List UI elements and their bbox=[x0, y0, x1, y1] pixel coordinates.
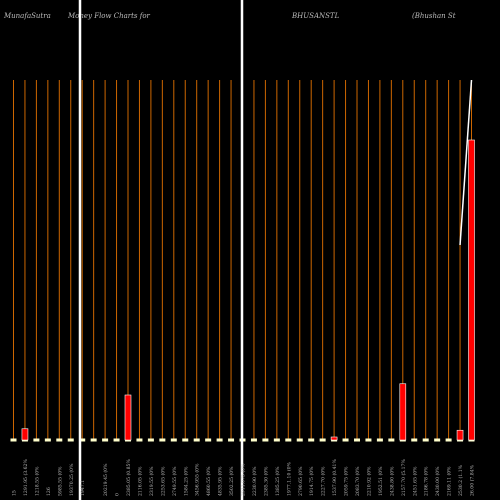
tick-label: 2749.55 (0% bbox=[171, 466, 178, 496]
baseline-marker bbox=[228, 438, 235, 442]
tick-label: 5985.55 (0% bbox=[56, 466, 63, 496]
symbol-label: BHUSANSTL bbox=[292, 12, 340, 20]
baseline-marker bbox=[79, 438, 86, 442]
baseline-marker bbox=[33, 438, 40, 442]
baseline-marker bbox=[445, 438, 452, 442]
baseline-marker bbox=[285, 438, 292, 442]
baseline-marker bbox=[147, 438, 154, 442]
tick-label: 19370.25 (0% bbox=[68, 463, 75, 496]
tick-label: 1385.25 (0% bbox=[274, 466, 281, 496]
chart-title: Money Flow Charts for bbox=[68, 12, 150, 20]
baseline-marker bbox=[113, 438, 120, 442]
tick-label: 2438.80 (0% bbox=[388, 466, 395, 496]
bar bbox=[399, 383, 407, 441]
tick-label: 2451.65 (0% bbox=[411, 466, 418, 496]
tick-label: 15 bbox=[12, 490, 18, 496]
tick-label: 2169.11 (0% bbox=[446, 466, 453, 496]
baseline-marker bbox=[262, 438, 269, 442]
tick-label: 1218.55 (0% bbox=[33, 466, 40, 496]
tick-label: 2083.70 (0% bbox=[354, 466, 361, 496]
baseline-marker bbox=[216, 438, 223, 442]
brand-label: MunafaSutra bbox=[4, 12, 51, 20]
tick-label: 2911.075 (0% bbox=[240, 463, 247, 496]
bar bbox=[468, 139, 475, 441]
baseline-marker bbox=[273, 438, 280, 442]
tick-label: 1947.1 bbox=[80, 480, 86, 496]
tick-label: 2530.2 (1.1% bbox=[457, 464, 464, 496]
tick-label: 1584.25 (0% bbox=[182, 466, 189, 496]
baseline-marker bbox=[296, 438, 303, 442]
tick-label: 4860.55 (0% bbox=[205, 466, 212, 496]
tick-label: 2790.65 (0% bbox=[297, 466, 304, 496]
company-label: (Bhushan St bbox=[412, 12, 456, 20]
baseline-marker bbox=[193, 438, 200, 442]
tick-label: 2319.55 (0% bbox=[148, 466, 155, 496]
tick-label: 2253.65 (0% bbox=[159, 466, 166, 496]
tick-label: 2227.70 (0% bbox=[320, 466, 327, 496]
bar bbox=[456, 429, 464, 441]
bar bbox=[330, 436, 338, 441]
chart-title-row: MunafaSutra Money Flow Charts for BHUSAN… bbox=[0, 12, 500, 26]
baseline-marker bbox=[136, 438, 143, 442]
tick-label: 2059.75 (0% bbox=[343, 466, 350, 496]
tick-label: 2230.90 (0% bbox=[251, 466, 258, 496]
tick-label: 2430.00 (0% bbox=[434, 466, 441, 496]
baseline-marker bbox=[342, 438, 349, 442]
baseline-marker bbox=[434, 438, 441, 442]
baseline-marker bbox=[388, 438, 395, 442]
baseline-marker bbox=[422, 438, 429, 442]
tick-label: 1291.95 (3.62% bbox=[22, 459, 29, 496]
tick-label: 2186.78 (0% bbox=[423, 466, 430, 496]
baseline-marker bbox=[319, 438, 326, 442]
tick-label: 2385.05 (0.85% bbox=[125, 459, 132, 496]
baseline-marker bbox=[67, 438, 74, 442]
tick-label: 3456.955 (0% bbox=[194, 463, 201, 496]
tick-label: 2157.70 (5.17% bbox=[400, 459, 407, 496]
tick-label: 2385.30 (0% bbox=[262, 466, 269, 496]
baseline-marker bbox=[205, 438, 212, 442]
tick-label: 1952.51 (0% bbox=[377, 466, 384, 496]
tick-label: 1537.90 (0.41% bbox=[331, 459, 338, 496]
baseline-marker bbox=[376, 438, 383, 442]
baseline-marker bbox=[170, 438, 177, 442]
baseline-marker bbox=[10, 438, 17, 442]
baseline-marker bbox=[159, 438, 166, 442]
baseline-marker bbox=[308, 438, 315, 442]
baseline-marker bbox=[354, 438, 360, 442]
tick-label: 20219.45 (0% bbox=[102, 463, 109, 496]
tick-label: 1977.1.10 (0% bbox=[285, 461, 292, 496]
tick-label: 1914.75 (0% bbox=[308, 466, 315, 496]
tick-label: 0 bbox=[115, 493, 121, 496]
baseline-marker bbox=[250, 438, 257, 442]
tick-label: 3502.25 (0% bbox=[228, 466, 235, 496]
baseline-marker bbox=[56, 438, 63, 442]
series-line bbox=[459, 79, 473, 246]
bar bbox=[21, 428, 29, 441]
tick-label: 4835.95 (0% bbox=[217, 466, 224, 496]
tick-label: 26.00 (7.84% bbox=[469, 464, 476, 496]
baseline-marker bbox=[182, 438, 189, 442]
tick-label: 2116.05 (0% bbox=[136, 466, 143, 496]
baseline-marker bbox=[365, 438, 372, 442]
baseline-marker bbox=[102, 438, 109, 442]
baseline-marker bbox=[411, 438, 418, 442]
tick-label: 126 bbox=[46, 487, 52, 496]
baseline-marker bbox=[90, 438, 97, 442]
baseline-marker bbox=[44, 438, 51, 442]
tick-label: 2210.92 (0% bbox=[365, 466, 372, 496]
bar bbox=[124, 394, 132, 441]
